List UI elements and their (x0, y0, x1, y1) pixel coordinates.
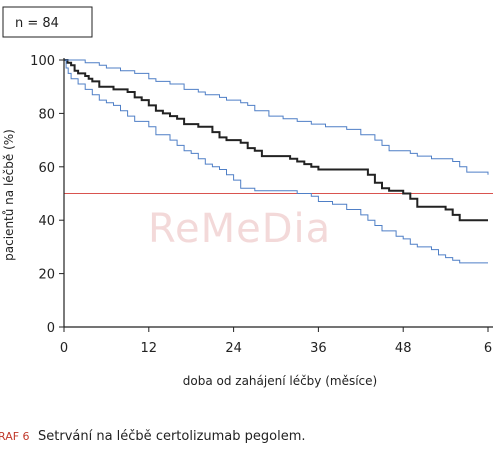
series-line-lower-ci (64, 59, 488, 264)
watermark-text: ReMeDia (148, 206, 331, 252)
x-tick-label: 24 (225, 341, 242, 356)
n-annotation-box (2, 6, 93, 38)
y-tick-label: 80 (38, 107, 55, 122)
y-axis-title: pacientů na léčbě (%) (2, 129, 16, 261)
x-tick-label: 6 (484, 341, 492, 356)
series-line-estimate (64, 59, 488, 222)
y-tick-label: 20 (38, 268, 55, 283)
x-tick-label: 36 (310, 341, 327, 356)
x-tick-label: 48 (395, 341, 412, 356)
y-tick-label: 60 (38, 161, 55, 176)
x-tick-label: 0 (60, 341, 68, 356)
n-annotation-label: n = 84 (15, 16, 59, 31)
x-tick-label: 12 (141, 341, 158, 356)
series-line-upper-ci (64, 59, 489, 175)
x-axis-title: doba od zahájení léčby (měsíce) (183, 374, 377, 388)
y-tick-label: 40 (38, 214, 55, 229)
figure-caption: Setrvání na léčbě certolizumab pegolem. (38, 429, 306, 444)
y-tick-label: 0 (47, 321, 55, 336)
n-annotation: n = 84 (2, 6, 93, 38)
figure-number: RAF 6 (0, 430, 30, 443)
plot-area: 0 20 40 60 80 100 0 12 24 36 48 6 (30, 54, 493, 356)
y-tick-label: 100 (30, 54, 55, 69)
